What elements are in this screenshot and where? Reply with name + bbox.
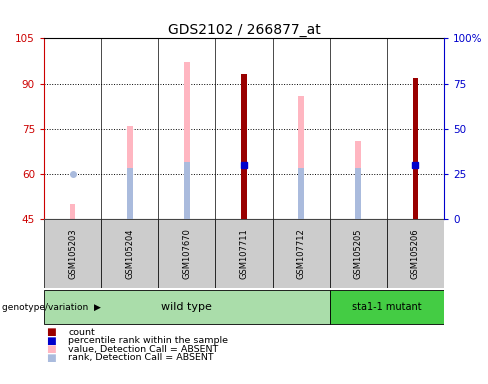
Text: wild type: wild type [162,302,212,312]
Text: rank, Detection Call = ABSENT: rank, Detection Call = ABSENT [68,353,214,362]
Title: GDS2102 / 266877_at: GDS2102 / 266877_at [167,23,321,37]
Text: GSM105206: GSM105206 [411,228,420,279]
Bar [387,219,444,288]
Bar [355,141,361,219]
Bar [184,63,190,219]
Bar [413,78,418,219]
Text: value, Detection Call = ABSENT: value, Detection Call = ABSENT [68,344,219,354]
Text: GSM105203: GSM105203 [68,228,77,279]
Text: ■: ■ [46,336,56,346]
Text: percentile rank within the sample: percentile rank within the sample [68,336,228,345]
Text: ■: ■ [46,327,56,337]
Bar [215,219,273,288]
Bar [70,204,75,219]
Bar [413,165,418,219]
Bar [241,74,247,219]
Bar [330,219,387,288]
Text: sta1-1 mutant: sta1-1 mutant [352,302,422,312]
Bar [44,290,330,324]
Text: genotype/variation  ▶: genotype/variation ▶ [2,303,102,312]
Bar [127,126,133,219]
Bar [298,168,304,219]
Text: GSM105204: GSM105204 [125,228,134,279]
Bar [127,168,133,219]
Bar [273,219,330,288]
Bar [44,219,101,288]
Text: ■: ■ [46,353,56,362]
Bar [101,219,158,288]
Text: GSM107670: GSM107670 [183,228,191,279]
Bar [184,162,190,219]
Bar [355,168,361,219]
Text: GSM107711: GSM107711 [240,228,248,279]
Text: ■: ■ [46,344,56,354]
Text: GSM107712: GSM107712 [297,228,305,279]
Text: GSM105205: GSM105205 [354,228,363,279]
Bar [330,290,444,324]
Bar [158,219,215,288]
Text: count: count [68,328,95,337]
Bar [298,96,304,219]
